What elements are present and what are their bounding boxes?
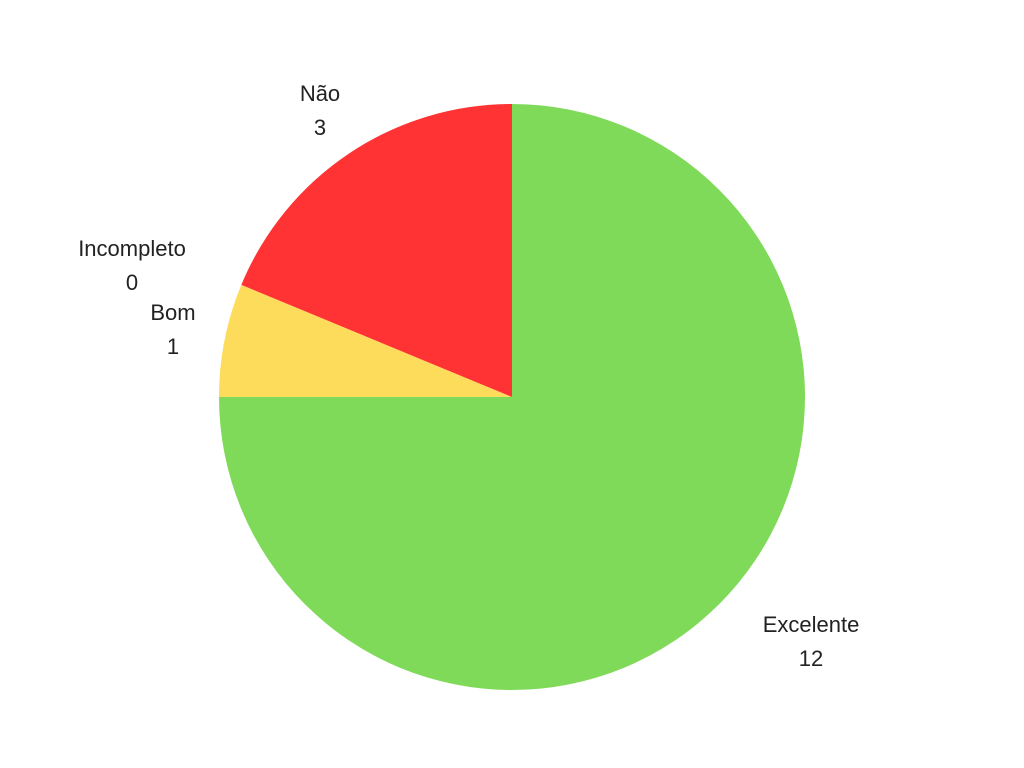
slice-value-excelente: 12 bbox=[799, 646, 823, 671]
slice-label-excelente: Excelente bbox=[763, 612, 860, 637]
slice-label-incompleto: Incompleto bbox=[78, 236, 186, 261]
pie-slice-nao bbox=[241, 104, 513, 397]
slice-value-bom: 1 bbox=[167, 334, 179, 359]
pie-labels: Excelente 12 Bom 1 Incompleto 0 Não 3 bbox=[78, 81, 859, 671]
slice-label-bom: Bom bbox=[150, 300, 195, 325]
slice-value-nao: 3 bbox=[314, 115, 326, 140]
slice-value-incompleto: 0 bbox=[126, 270, 138, 295]
slice-label-nao: Não bbox=[300, 81, 340, 106]
pie-slice-bom bbox=[219, 284, 512, 397]
pie-slices bbox=[219, 104, 805, 690]
